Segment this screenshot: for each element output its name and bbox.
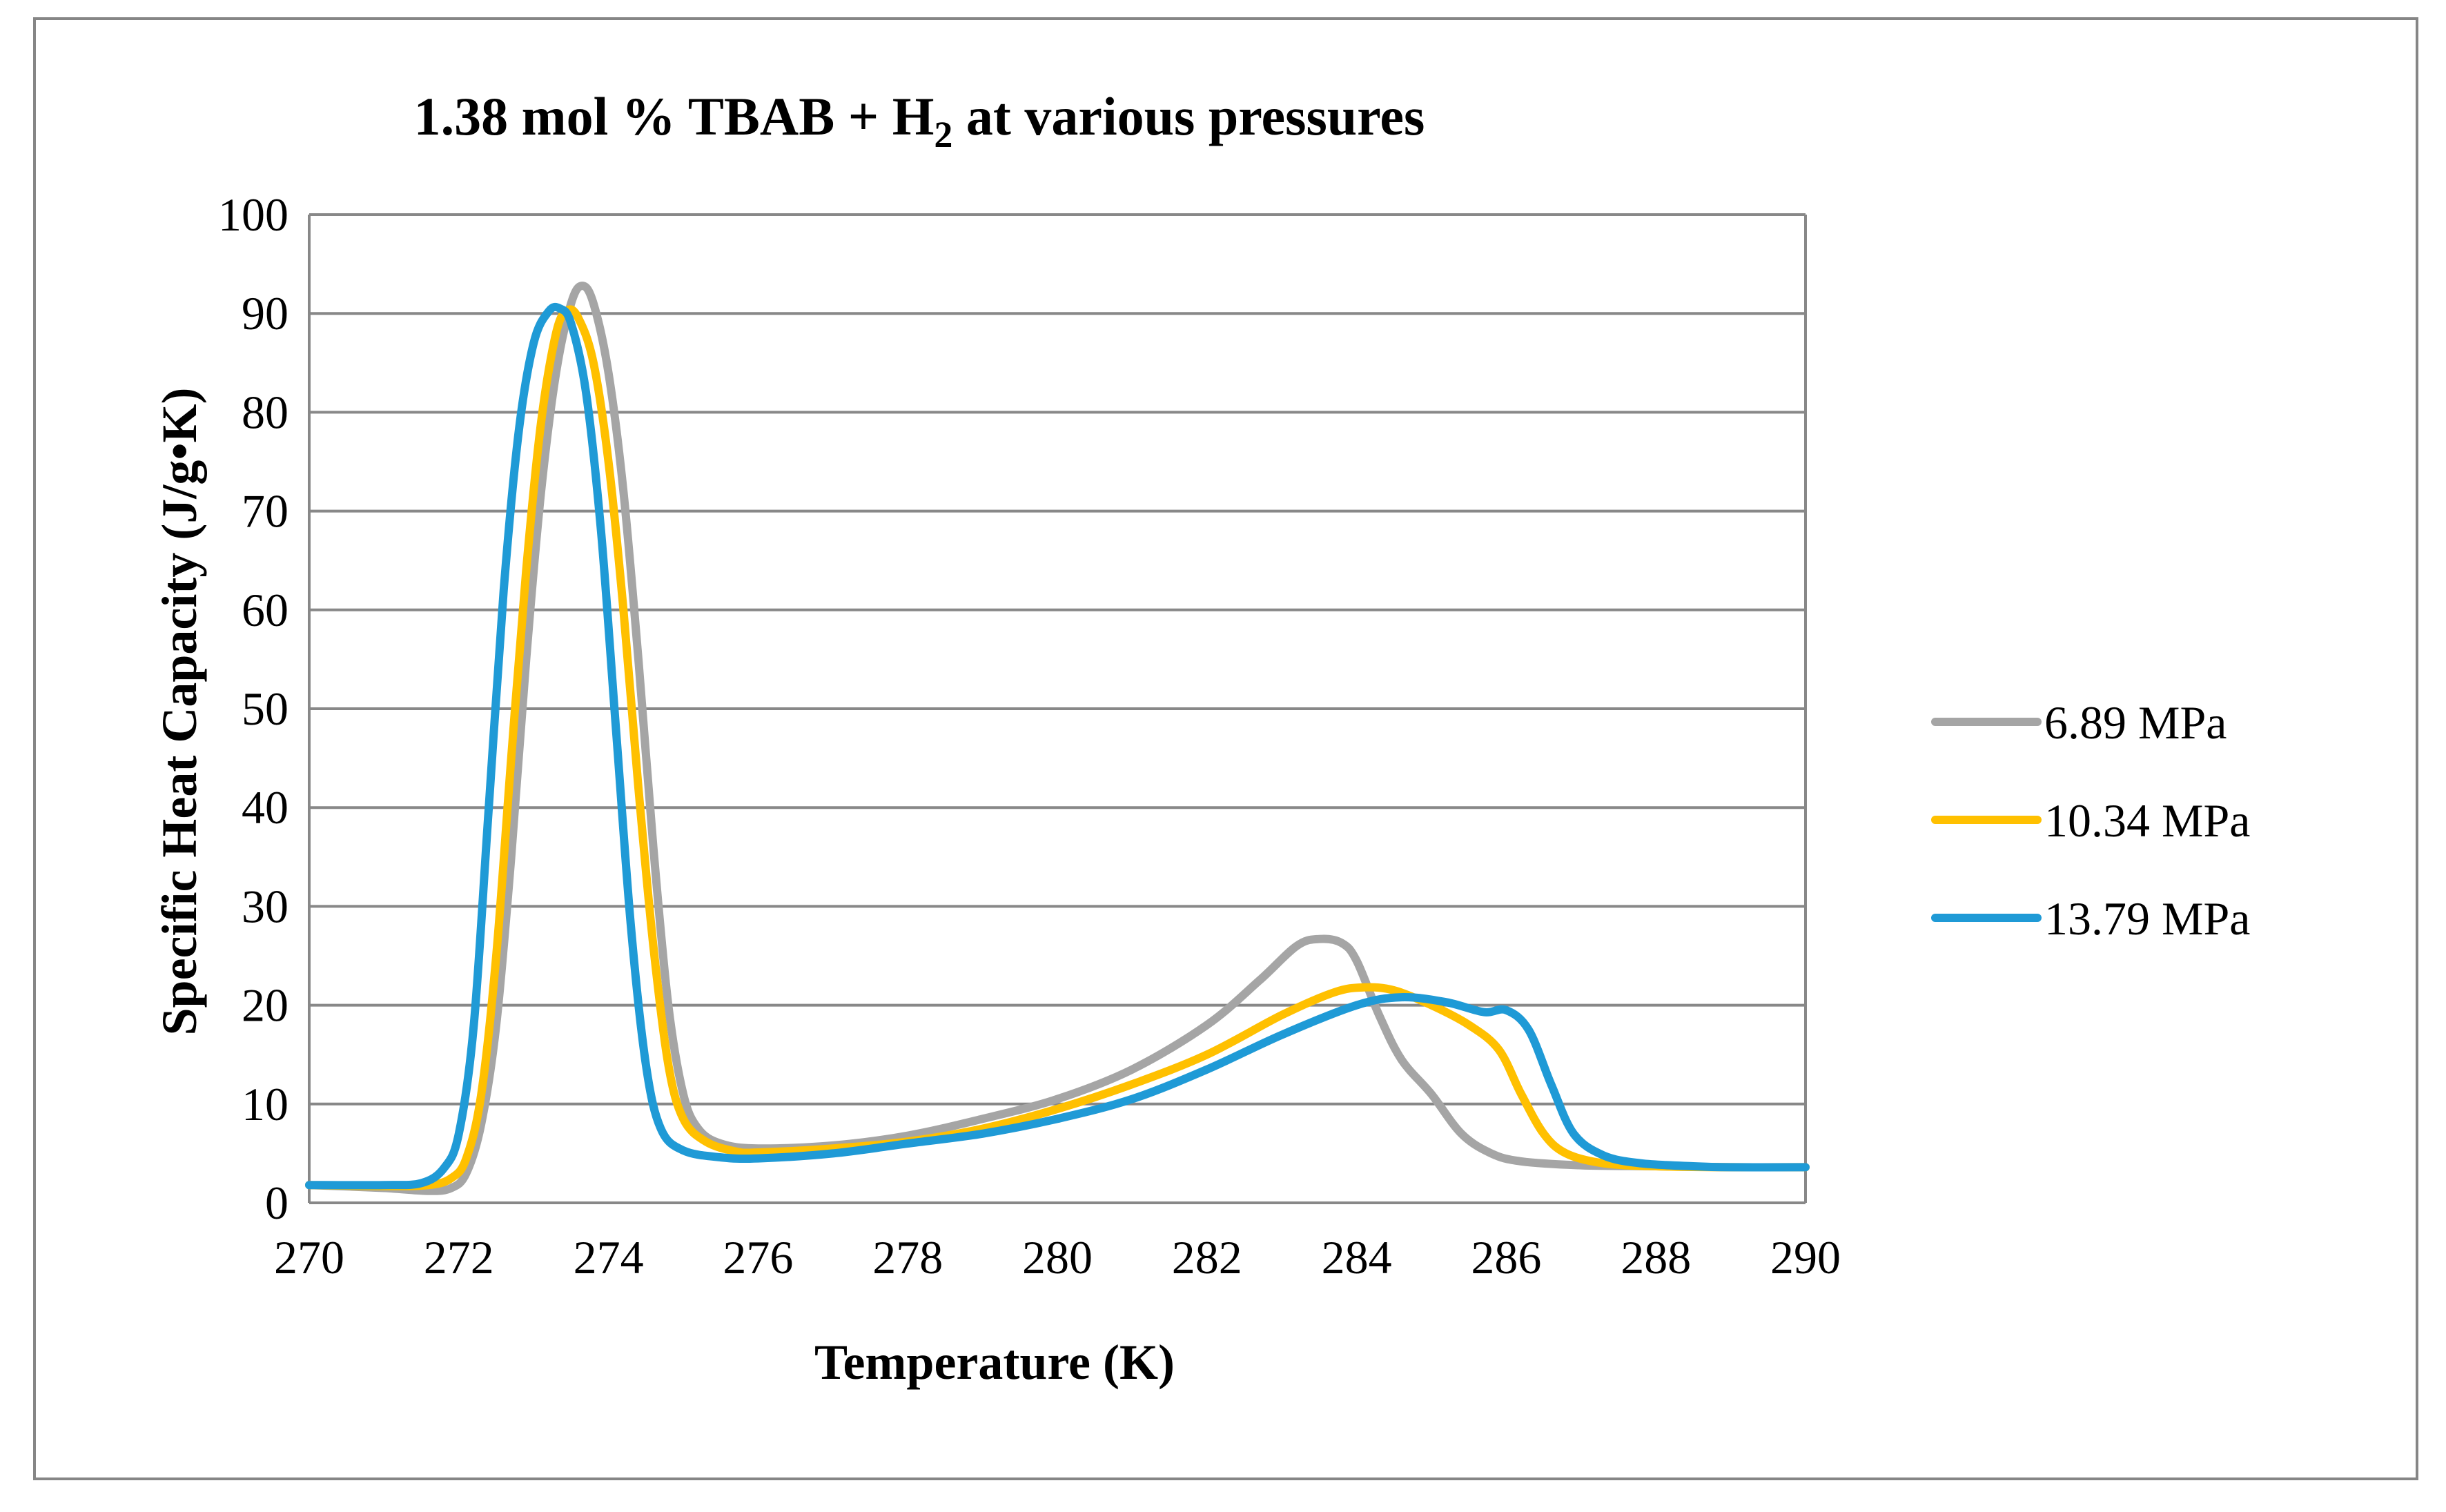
x-tick-label: 278 (872, 1231, 943, 1284)
chart-frame: 1.38 mol % TBAB + H2 at various pressure… (33, 17, 2418, 1480)
chart-title-main: 1.38 mol % TBAB + H (414, 86, 935, 146)
chart-title: 1.38 mol % TBAB + H2 at various pressure… (414, 86, 1425, 155)
series-lines (305, 282, 1810, 1195)
legend-label: 6.89 MPa (2044, 696, 2227, 749)
y-tick-label: 10 (242, 1078, 288, 1130)
x-tick-label: 274 (574, 1231, 644, 1284)
y-tick-label: 100 (218, 188, 288, 241)
line-chart: 1.38 mol % TBAB + H2 at various pressure… (152, 86, 2250, 1390)
x-axis-title: Temperature (K) (814, 1335, 1175, 1390)
x-tick-label: 288 (1621, 1231, 1691, 1284)
x-tick-label: 284 (1322, 1231, 1392, 1284)
y-tick-label: 70 (242, 485, 288, 538)
y-tick-label: 60 (242, 584, 288, 636)
y-tick-label: 30 (242, 880, 288, 932)
x-tick-label: 272 (424, 1231, 494, 1284)
x-tick-label: 282 (1172, 1231, 1242, 1284)
gridlines (309, 213, 1806, 1106)
series-line-10-34-mpa (305, 305, 1810, 1190)
x-tick-label: 286 (1471, 1231, 1541, 1284)
chart-title-suffix: at various pressures (952, 86, 1425, 146)
series-line-6-89-mpa (305, 282, 1810, 1195)
y-axis-title: Specific Heat Capacity (J/g•K) (152, 387, 207, 1035)
y-tick-label: 0 (265, 1177, 288, 1229)
y-tick-label: 90 (242, 287, 288, 340)
y-tick-label: 50 (242, 683, 288, 735)
y-tick-label: 40 (242, 781, 288, 834)
x-tick-label: 270 (274, 1231, 344, 1284)
chart-title-subscript: 2 (934, 114, 952, 155)
tick-labels: 0 10 20 30 40 50 60 70 80 90 100 270 272 274 276 278 280… (218, 188, 1841, 1284)
x-tick-label: 290 (1770, 1231, 1841, 1284)
x-tick-label: 276 (723, 1231, 793, 1284)
legend: 6.89 MPa 10.34 MPa 13.79 MPa (1931, 696, 2250, 945)
series-line-13-79-mpa (305, 302, 1810, 1190)
y-tick-label: 20 (242, 979, 288, 1032)
x-tick-label: 280 (1022, 1231, 1093, 1284)
legend-label: 13.79 MPa (2044, 892, 2250, 945)
axes (308, 215, 1807, 1204)
legend-label: 10.34 MPa (2044, 794, 2250, 847)
y-tick-label: 80 (242, 386, 288, 438)
